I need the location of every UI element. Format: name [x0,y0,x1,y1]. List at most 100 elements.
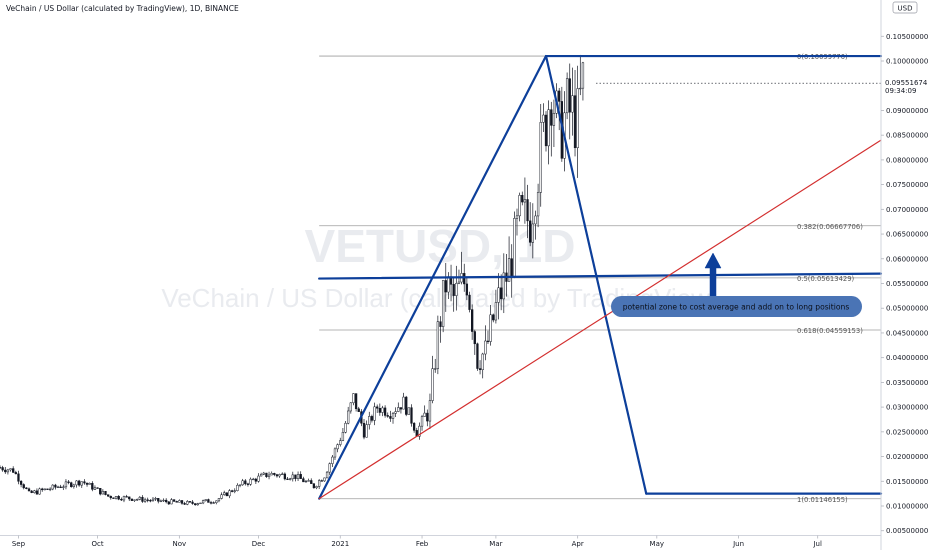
candle [397,402,400,413]
annotation-callout[interactable]: potential zone to cost average and add o… [611,252,862,317]
candle-body [70,482,73,487]
candle-body [552,113,556,126]
candle [183,501,186,505]
price-tick-label: 0.06500000 [886,231,928,239]
candle-body [410,407,413,424]
candle-body [196,503,199,506]
candle-body [373,406,376,421]
candle [310,478,313,484]
candle-body [212,502,215,504]
candle [302,476,305,483]
candle-body [27,488,31,492]
candle-body [149,500,152,502]
candle [391,411,395,424]
drawings-layer[interactable] [318,54,883,500]
candle-body [141,496,144,502]
currency-badge[interactable] [892,1,918,14]
candle-body [151,498,155,501]
candle-body [93,487,97,490]
candle [399,407,403,414]
candle-body [246,483,250,485]
candle [43,488,46,491]
candle [228,489,231,499]
candle [489,305,492,346]
candle [157,498,160,504]
candle [275,473,279,478]
candle-body [426,412,429,422]
price-tick-label: 0.09000000 [886,107,928,115]
candle-body [328,463,331,473]
candle-body [204,499,207,501]
candle-body [378,408,381,413]
candle [389,410,392,422]
candle [405,395,408,417]
candle-body [518,195,521,217]
candle-body [22,484,25,489]
candle [304,480,308,483]
candle [35,488,39,495]
candle-body [341,432,345,441]
candle-body [225,492,228,497]
candle-body [270,473,273,476]
candle-body [399,407,403,410]
candle [576,65,579,178]
candle [17,470,20,485]
time-tick-label: Feb [416,540,429,548]
candle [162,498,165,502]
candle [473,329,476,355]
candle-body [114,495,118,499]
candle-body [215,500,218,503]
candle-body [236,484,239,491]
candle [106,494,110,498]
drawing-mid-horizontal[interactable] [318,272,883,280]
candle [133,499,136,502]
price-tick-label: 0.03000000 [886,404,928,412]
candle-body [117,495,120,500]
candle-body [312,483,316,489]
candle-body [354,393,358,410]
candle [478,360,482,375]
price-axis[interactable]: 0.10500000 0.10000000 0.09000000 0.08500000… [880,0,932,550]
candle [455,265,458,311]
candle-body [194,503,197,506]
drawing-projected-down-leg[interactable] [544,54,648,495]
candle [523,177,527,224]
candle-body [228,490,231,497]
candle-body [299,474,302,479]
candle-body [571,95,574,113]
candle-body [80,481,83,486]
drawing-red-trendline[interactable] [318,139,882,500]
candle [486,330,490,344]
current-price-label: 0.09551674 [885,79,928,87]
candle-body [471,309,474,332]
candle [125,494,128,498]
candle-body [536,192,540,217]
candle [120,497,123,502]
candle [72,483,76,489]
time-axis[interactable]: Sep Oct Nov Dec 2021 Feb Mar Apr May Jun Jul [0,535,881,549]
candle [141,495,144,503]
candle [38,487,41,495]
candle [175,500,178,503]
candle [143,497,147,503]
candle-body [581,62,585,89]
price-tick-label: 0.01500000 [886,478,928,486]
candle [138,495,141,501]
candle-body [59,486,62,488]
candle-body [165,499,168,503]
price-tick-label: 0.07000000 [886,206,928,214]
candle [273,472,276,477]
candle [172,499,176,502]
candle-body [91,482,94,490]
candle-body [307,480,310,482]
candle-body [48,488,52,491]
candle-body [288,478,292,480]
candle-body [162,499,165,502]
candle [54,483,57,490]
candle [33,489,36,494]
candle [515,208,519,236]
candle [246,482,250,487]
candle-body [304,480,308,483]
